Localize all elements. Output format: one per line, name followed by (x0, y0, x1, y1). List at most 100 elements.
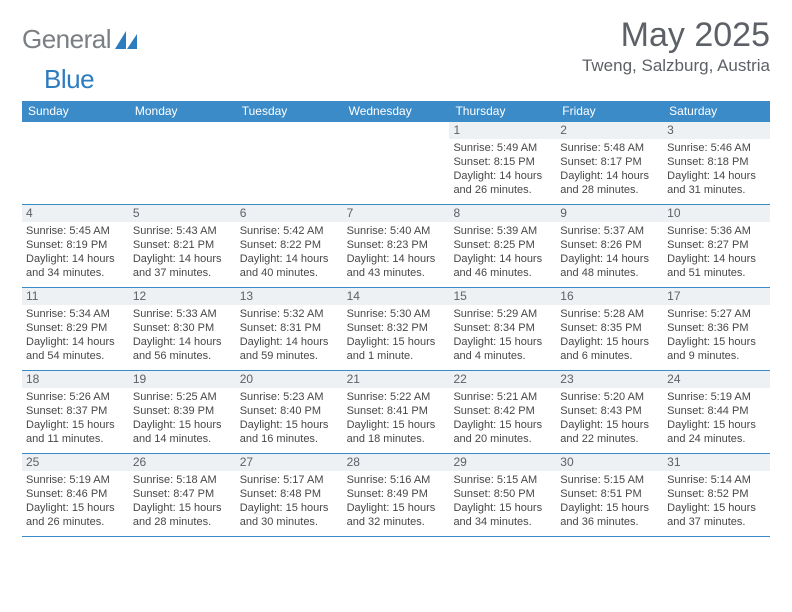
week-row: 1Sunrise: 5:49 AMSunset: 8:15 PMDaylight… (22, 122, 770, 205)
sunset-text: Sunset: 8:41 PM (347, 404, 446, 418)
day-cell: 9Sunrise: 5:37 AMSunset: 8:26 PMDaylight… (556, 205, 663, 287)
daylight-text: Daylight: 15 hours and 1 minute. (347, 335, 446, 363)
day-number: 7 (343, 205, 450, 222)
sunrise-text: Sunrise: 5:48 AM (560, 141, 659, 155)
day-number: 28 (343, 454, 450, 471)
day-cell (22, 122, 129, 204)
day-cell: 7Sunrise: 5:40 AMSunset: 8:23 PMDaylight… (343, 205, 450, 287)
daylight-text: Daylight: 14 hours and 34 minutes. (26, 252, 125, 280)
day-cell: 2Sunrise: 5:48 AMSunset: 8:17 PMDaylight… (556, 122, 663, 204)
day-number: 21 (343, 371, 450, 388)
sunrise-text: Sunrise: 5:39 AM (453, 224, 552, 238)
daylight-text: Daylight: 14 hours and 28 minutes. (560, 169, 659, 197)
day-header: Sunday (22, 101, 129, 122)
day-cell: 18Sunrise: 5:26 AMSunset: 8:37 PMDayligh… (22, 371, 129, 453)
day-cell: 15 Sunrise: 5:29 AMSunset: 8:34 PMDayligh… (449, 288, 556, 370)
daylight-text: Daylight: 15 hours and 32 minutes. (347, 501, 446, 529)
day-number: 14 (343, 288, 450, 305)
sunset-text: Sunset: 8:31 PM (240, 321, 339, 335)
day-number: 17 (663, 288, 770, 305)
day-cell (236, 122, 343, 204)
sunset-text: Sunset: 8:17 PM (560, 155, 659, 169)
month-title: May 2025 (582, 18, 770, 54)
sunrise-text: Sunrise: 5:14 AM (667, 473, 766, 487)
day-cell: 16Sunrise: 5:28 AMSunset: 8:35 PMDayligh… (556, 288, 663, 370)
day-cell: 5 Sunrise: 5:43 AMSunset: 8:21 PMDaylight… (129, 205, 236, 287)
sunrise-text: Sunrise: 5:46 AM (667, 141, 766, 155)
daylight-text: Daylight: 15 hours and 26 minutes. (26, 501, 125, 529)
sunset-text: Sunset: 8:21 PM (133, 238, 232, 252)
daylight-text: Daylight: 14 hours and 43 minutes. (347, 252, 446, 280)
title-block: May 2025 Tweng, Salzburg, Austria (582, 18, 770, 76)
daylight-text: Daylight: 14 hours and 37 minutes. (133, 252, 232, 280)
day-header: Monday (129, 101, 236, 122)
day-cell: 10Sunrise: 5:36 AMSunset: 8:27 PMDayligh… (663, 205, 770, 287)
day-cell: 26Sunrise: 5:18 AMSunset: 8:47 PMDayligh… (129, 454, 236, 536)
day-header-row: Sunday Monday Tuesday Wednesday Thursday… (22, 101, 770, 122)
sunset-text: Sunset: 8:48 PM (240, 487, 339, 501)
sunset-text: Sunset: 8:37 PM (26, 404, 125, 418)
day-cell: 30Sunrise: 5:15 AMSunset: 8:51 PMDayligh… (556, 454, 663, 536)
day-number: 9 (556, 205, 663, 222)
sunrise-text: Sunrise: 5:32 AM (240, 307, 339, 321)
day-number: 6 (236, 205, 343, 222)
sail-icon (115, 31, 137, 49)
sunrise-text: Sunrise: 5:45 AM (26, 224, 125, 238)
daylight-text: Daylight: 15 hours and 11 minutes. (26, 418, 125, 446)
day-number: 13 (236, 288, 343, 305)
day-cell: 1Sunrise: 5:49 AMSunset: 8:15 PMDaylight… (449, 122, 556, 204)
day-number: 15 (449, 288, 556, 305)
daylight-text: Daylight: 15 hours and 4 minutes. (453, 335, 552, 363)
day-number: 16 (556, 288, 663, 305)
day-number: 5 (129, 205, 236, 222)
day-number: 22 (449, 371, 556, 388)
sunrise-text: Sunrise: 5:20 AM (560, 390, 659, 404)
day-number: 3 (663, 122, 770, 139)
day-number: 23 (556, 371, 663, 388)
sunrise-text: Sunrise: 5:29 AM (453, 307, 552, 321)
daylight-text: Daylight: 15 hours and 6 minutes. (560, 335, 659, 363)
week-row: 11Sunrise: 5:34 AMSunset: 8:29 PMDayligh… (22, 288, 770, 371)
day-cell: 13Sunrise: 5:32 AMSunset: 8:31 PMDayligh… (236, 288, 343, 370)
logo-text-a: General (22, 24, 111, 55)
day-cell: 4 Sunrise: 5:45 AMSunset: 8:19 PMDaylight… (22, 205, 129, 287)
week-row: 25Sunrise: 5:19 AMSunset: 8:46 PMDayligh… (22, 454, 770, 537)
day-number: 10 (663, 205, 770, 222)
sunrise-text: Sunrise: 5:19 AM (26, 473, 125, 487)
sunrise-text: Sunrise: 5:25 AM (133, 390, 232, 404)
daylight-text: Daylight: 15 hours and 9 minutes. (667, 335, 766, 363)
sunset-text: Sunset: 8:26 PM (560, 238, 659, 252)
sunset-text: Sunset: 8:34 PM (453, 321, 552, 335)
location: Tweng, Salzburg, Austria (582, 56, 770, 76)
sunset-text: Sunset: 8:19 PM (26, 238, 125, 252)
day-cell: 31Sunrise: 5:14 AMSunset: 8:52 PMDayligh… (663, 454, 770, 536)
daylight-text: Daylight: 15 hours and 36 minutes. (560, 501, 659, 529)
day-cell: 29Sunrise: 5:15 AMSunset: 8:50 PMDayligh… (449, 454, 556, 536)
daylight-text: Daylight: 15 hours and 18 minutes. (347, 418, 446, 446)
day-number: 26 (129, 454, 236, 471)
day-cell: 28Sunrise: 5:16 AMSunset: 8:49 PMDayligh… (343, 454, 450, 536)
daylight-text: Daylight: 14 hours and 51 minutes. (667, 252, 766, 280)
day-cell: 8Sunrise: 5:39 AMSunset: 8:25 PMDaylight… (449, 205, 556, 287)
sunset-text: Sunset: 8:49 PM (347, 487, 446, 501)
daylight-text: Daylight: 14 hours and 46 minutes. (453, 252, 552, 280)
sunrise-text: Sunrise: 5:43 AM (133, 224, 232, 238)
sunset-text: Sunset: 8:23 PM (347, 238, 446, 252)
day-number: 31 (663, 454, 770, 471)
day-cell: 24Sunrise: 5:19 AMSunset: 8:44 PMDayligh… (663, 371, 770, 453)
sunset-text: Sunset: 8:50 PM (453, 487, 552, 501)
day-cell: 21Sunrise: 5:22 AMSunset: 8:41 PMDayligh… (343, 371, 450, 453)
sunset-text: Sunset: 8:39 PM (133, 404, 232, 418)
sunrise-text: Sunrise: 5:28 AM (560, 307, 659, 321)
daylight-text: Daylight: 14 hours and 26 minutes. (453, 169, 552, 197)
sunset-text: Sunset: 8:43 PM (560, 404, 659, 418)
day-number: 1 (449, 122, 556, 139)
day-number: 4 (22, 205, 129, 222)
daylight-text: Daylight: 15 hours and 37 minutes. (667, 501, 766, 529)
week-row: 4Sunrise: 5:45 AMSunset: 8:19 PMDaylight… (22, 205, 770, 288)
day-cell: 3Sunrise: 5:46 AMSunset: 8:18 PMDaylight… (663, 122, 770, 204)
sunrise-text: Sunrise: 5:26 AM (26, 390, 125, 404)
sunrise-text: Sunrise: 5:33 AM (133, 307, 232, 321)
daylight-text: Daylight: 15 hours and 16 minutes. (240, 418, 339, 446)
day-number: 11 (22, 288, 129, 305)
